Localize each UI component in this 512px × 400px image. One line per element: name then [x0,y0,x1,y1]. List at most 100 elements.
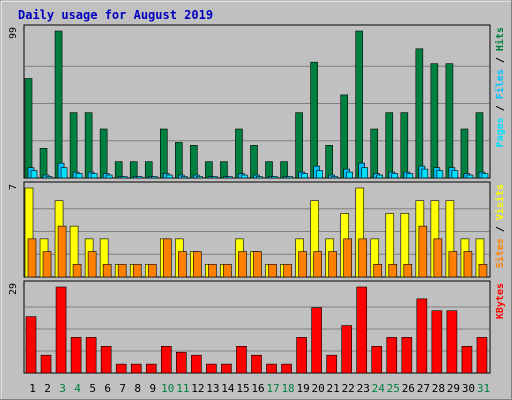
bar-pages-day-22 [346,171,353,179]
bar-pages-day-24 [376,174,384,179]
x-tick-label-day-31: 31 [477,382,490,395]
panel-kbytes: 29 KBytes [8,280,506,374]
x-tick-label-day-2: 2 [44,382,51,395]
bar-kbytes-day-28 [431,310,443,374]
bar-hits-day-26 [400,112,409,179]
bar-pages-day-3 [60,167,68,179]
bar-kbytes-day-2 [40,354,52,374]
y-title-separator: / [495,220,506,238]
x-tick-label-day-21: 21 [327,382,340,395]
bar-pages-day-19 [301,173,308,179]
bar-hits-day-24 [370,128,379,179]
bar-hits-day-25 [385,112,394,179]
bar-hits-day-30 [460,128,469,179]
bar-sites-day-4 [72,263,82,278]
bar-kbytes-day-16 [251,354,262,374]
bar-hits-day-4 [69,112,78,179]
bar-hits-day-17 [265,161,273,179]
bar-pages-day-10 [165,174,173,179]
bar-hits-day-8 [129,161,138,179]
bar-sites-day-2 [42,251,52,278]
bar-sites-day-10 [162,238,172,278]
bar-sites-day-30 [463,251,473,278]
x-tick-label-day-14: 14 [221,382,235,395]
bar-kbytes-day-7 [115,363,127,374]
bar-hits-day-11 [175,142,183,179]
x-tick-label-day-23: 23 [357,382,370,395]
bar-kbytes-day-30 [461,346,473,374]
bar-hits-day-27 [415,48,424,179]
y-axis-title: Pages / Files / Hits [494,27,506,147]
x-tick-label-day-9: 9 [149,382,156,395]
x-tick-label-day-19: 19 [296,382,309,395]
bar-hits-day-31 [475,112,484,179]
bar-kbytes-day-18 [281,363,292,374]
bar-hits-day-2 [39,148,48,179]
bar-hits-day-19 [295,112,303,179]
bar-kbytes-day-15 [236,346,247,374]
y-axis-title: Sites / Visits [494,184,506,268]
bar-sites-day-19 [298,251,307,278]
bar-sites-day-1 [27,238,37,278]
y-title-pages: Pages [495,117,506,147]
bar-sites-day-27 [418,225,428,278]
bar-kbytes-day-13 [206,363,217,374]
x-tick-label-day-4: 4 [74,382,81,395]
bar-sites-day-18 [283,263,292,278]
y-max-label: 29 [8,283,19,295]
bar-sites-day-22 [343,238,352,278]
x-tick-label-day-3: 3 [59,382,66,395]
x-tick-label-day-30: 30 [462,382,475,395]
bar-sites-day-23 [358,238,368,278]
bar-hits-day-20 [310,61,318,179]
bar-pages-day-13 [211,176,218,179]
bar-kbytes-day-29 [446,310,458,374]
panel-visits-sites: 7 Sites / Visits [8,181,506,278]
bar-sites-day-17 [268,263,277,278]
bar-sites-day-31 [478,263,488,278]
bar-sites-day-3 [57,225,67,278]
bar-kbytes-day-21 [326,354,337,374]
bar-hits-day-23 [355,30,364,179]
bar-hits-day-9 [144,161,153,179]
bar-pages-day-31 [481,173,489,179]
x-tick-label-day-26: 26 [402,382,415,395]
bar-hits-day-16 [250,145,258,179]
x-tick-label-day-29: 29 [447,382,460,395]
y-title-visits: Visits [494,184,506,220]
bar-hits-day-5 [84,112,93,179]
bar-kbytes-day-23 [356,286,368,374]
x-tick-label-day-5: 5 [89,382,96,395]
bar-kbytes-day-24 [371,346,383,374]
bar-sites-day-5 [87,251,97,278]
bar-hits-day-1 [24,78,33,179]
x-tick-label-day-20: 20 [312,382,325,395]
bar-kbytes-day-20 [311,307,322,374]
bar-sites-day-11 [178,251,187,278]
bar-kbytes-day-19 [296,337,307,374]
bar-sites-day-12 [193,251,202,278]
bar-pages-day-26 [406,173,414,179]
bar-sites-day-28 [433,238,443,278]
bar-kbytes-day-1 [25,316,37,374]
panel-hits-files-pages: 99 Pages / Files / Hits [8,24,506,179]
bar-pages-day-23 [361,167,369,179]
x-tick-label-day-22: 22 [342,382,355,395]
bar-hits-day-18 [280,161,288,179]
bar-sites-day-15 [238,251,247,278]
x-tick-label-day-8: 8 [134,382,141,395]
bar-pages-day-4 [75,173,83,179]
bar-kbytes-day-3 [55,286,67,374]
bar-kbytes-day-4 [70,337,82,374]
bar-kbytes-day-9 [145,363,157,374]
bar-kbytes-day-6 [100,346,112,374]
y-title-kbytes: KBytes [495,283,506,319]
bar-pages-day-9 [150,176,158,179]
bar-pages-day-18 [286,176,293,179]
x-tick-label-day-12: 12 [191,382,204,395]
bar-pages-day-16 [256,176,263,179]
bar-hits-day-15 [235,128,243,179]
bar-pages-day-14 [226,176,233,179]
x-tick-label-day-24: 24 [372,382,386,395]
bar-kbytes-day-31 [476,337,488,374]
